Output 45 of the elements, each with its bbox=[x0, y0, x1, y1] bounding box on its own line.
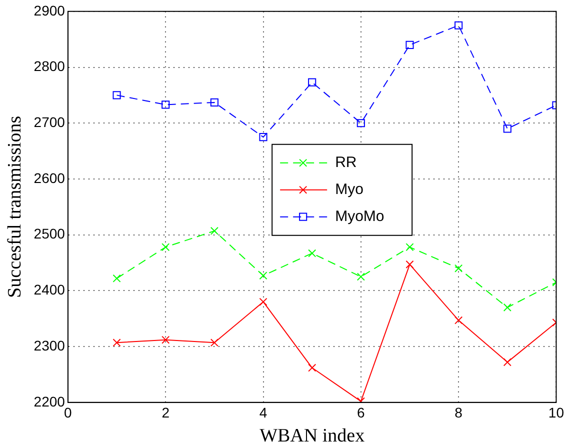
x-tick-label: 6 bbox=[357, 404, 366, 421]
x-tick-label: 10 bbox=[548, 404, 564, 421]
y-axis-title: Succesful transmissions bbox=[4, 116, 26, 298]
y-tick-label: 2700 bbox=[34, 114, 66, 130]
x-tick-label: 0 bbox=[64, 404, 72, 421]
x-axis-title: WBAN index bbox=[260, 426, 366, 447]
y-tick-label: 2900 bbox=[34, 2, 66, 18]
point bbox=[259, 133, 268, 142]
point bbox=[503, 358, 512, 366]
point bbox=[112, 274, 121, 282]
point bbox=[406, 243, 414, 252]
x-tick-label: 2 bbox=[162, 404, 170, 421]
y-tick-label: 2300 bbox=[34, 337, 66, 354]
y-tick-label: 2500 bbox=[34, 226, 66, 242]
point bbox=[162, 100, 170, 109]
point bbox=[112, 338, 121, 347]
y-tick-label: 2600 bbox=[34, 170, 66, 186]
point bbox=[308, 364, 316, 372]
point bbox=[308, 249, 316, 258]
point bbox=[210, 226, 218, 235]
point bbox=[210, 338, 218, 347]
y-tick-label: 2800 bbox=[34, 58, 66, 74]
point bbox=[162, 336, 170, 344]
point bbox=[406, 40, 414, 49]
point bbox=[308, 78, 316, 86]
point bbox=[454, 264, 463, 272]
point bbox=[406, 260, 414, 268]
point bbox=[503, 303, 512, 312]
y-tick-label: 2400 bbox=[34, 282, 66, 298]
legend-label: Myo bbox=[335, 180, 364, 198]
point bbox=[356, 272, 365, 281]
legend-label: RR bbox=[335, 154, 357, 171]
point bbox=[112, 91, 121, 100]
point bbox=[454, 21, 463, 30]
point bbox=[162, 243, 170, 252]
point bbox=[356, 119, 365, 128]
y-tick-label: 2200 bbox=[34, 393, 66, 410]
x-tick-label: 4 bbox=[259, 404, 268, 421]
point bbox=[259, 298, 268, 306]
point bbox=[259, 272, 268, 280]
point bbox=[454, 316, 463, 324]
legend-label: MyoMo bbox=[335, 208, 384, 225]
point bbox=[503, 124, 512, 133]
point bbox=[210, 98, 218, 106]
x-tick-label: 8 bbox=[454, 404, 463, 421]
